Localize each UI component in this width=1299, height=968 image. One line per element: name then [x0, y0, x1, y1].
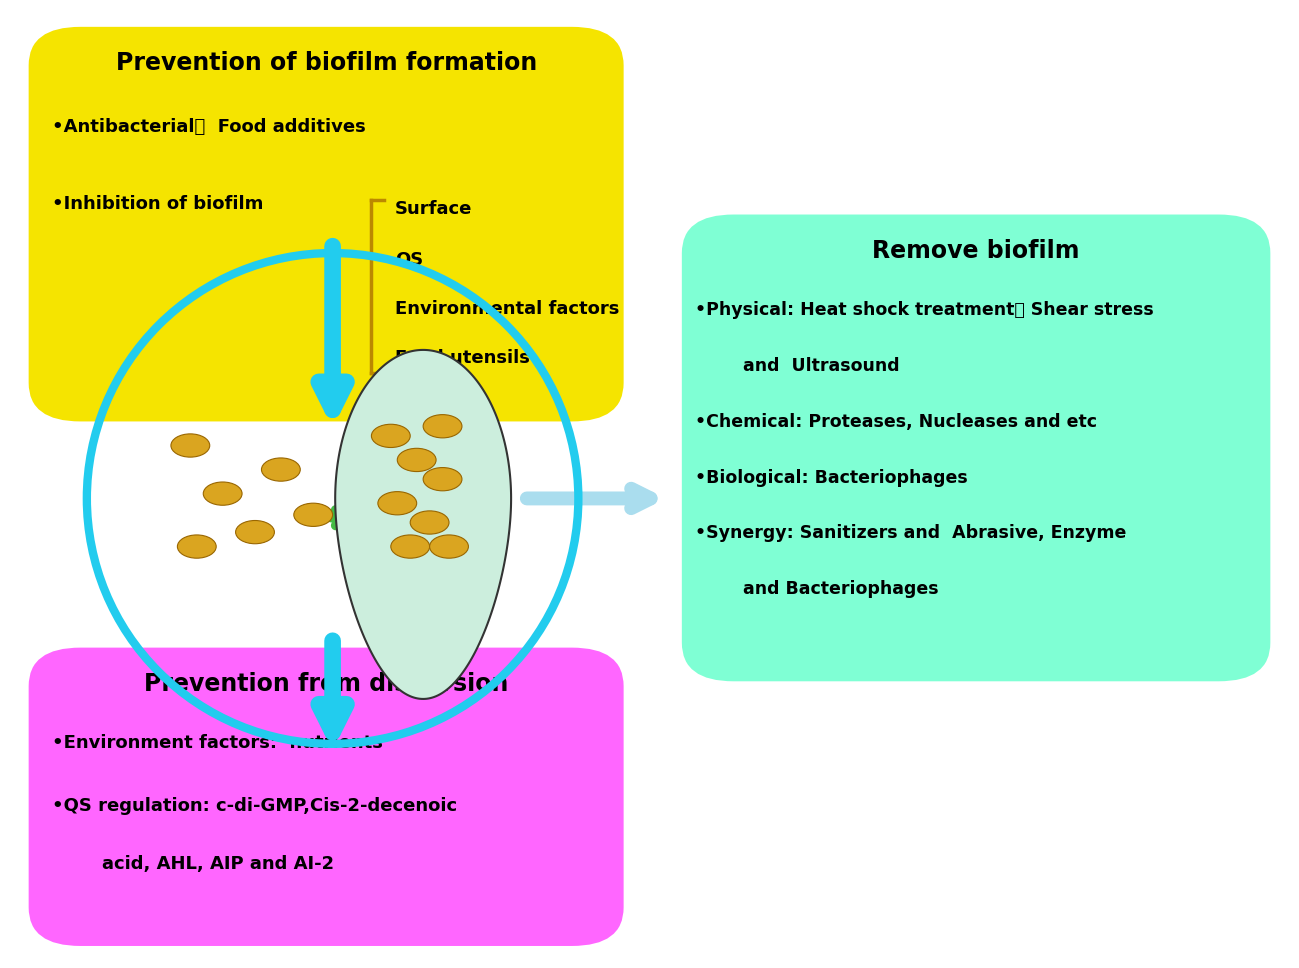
Ellipse shape — [294, 503, 333, 527]
Text: •Biological: Bacteriophages: •Biological: Bacteriophages — [695, 469, 968, 487]
Text: Prevention of biofilm formation: Prevention of biofilm formation — [116, 51, 536, 75]
Text: Food utensils: Food utensils — [395, 349, 530, 367]
Text: Environmental factors: Environmental factors — [395, 300, 620, 318]
Text: and Bacteriophages: and Bacteriophages — [695, 580, 938, 598]
Text: •Physical: Heat shock treatment、 Shear stress: •Physical: Heat shock treatment、 Shear s… — [695, 301, 1154, 319]
Ellipse shape — [203, 482, 242, 505]
Ellipse shape — [423, 468, 462, 491]
Ellipse shape — [261, 458, 300, 481]
Ellipse shape — [235, 521, 274, 544]
Polygon shape — [335, 349, 511, 699]
Text: QS: QS — [395, 250, 423, 268]
Ellipse shape — [171, 434, 209, 457]
Text: acid, AHL, AIP and AI-2: acid, AHL, AIP and AI-2 — [52, 855, 334, 872]
Ellipse shape — [423, 414, 462, 438]
Text: •Synergy: Sanitizers and  Abrasive, Enzyme: •Synergy: Sanitizers and Abrasive, Enzym… — [695, 525, 1126, 542]
Text: •Chemical: Proteases, Nucleases and etc: •Chemical: Proteases, Nucleases and etc — [695, 412, 1096, 431]
Ellipse shape — [397, 448, 436, 471]
Ellipse shape — [391, 535, 430, 559]
Text: Remove biofilm: Remove biofilm — [873, 238, 1079, 262]
Text: •Environment factors:  nutrients: •Environment factors: nutrients — [52, 735, 383, 752]
Ellipse shape — [378, 492, 417, 515]
Text: •Antibacterial：  Food additives: •Antibacterial： Food additives — [52, 118, 366, 136]
Ellipse shape — [372, 424, 410, 447]
FancyBboxPatch shape — [29, 648, 624, 946]
FancyBboxPatch shape — [29, 27, 624, 421]
FancyBboxPatch shape — [682, 215, 1270, 681]
Text: •QS regulation: c-di-GMP,Cis-2-decenoic: •QS regulation: c-di-GMP,Cis-2-decenoic — [52, 797, 457, 815]
Ellipse shape — [430, 535, 469, 559]
Ellipse shape — [410, 511, 449, 534]
Text: Prevention from dispersion: Prevention from dispersion — [144, 672, 508, 696]
Text: •Inhibition of biofilm: •Inhibition of biofilm — [52, 196, 264, 213]
Ellipse shape — [178, 535, 216, 559]
Text: and  Ultrasound: and Ultrasound — [695, 357, 899, 375]
Text: Surface: Surface — [395, 200, 472, 218]
